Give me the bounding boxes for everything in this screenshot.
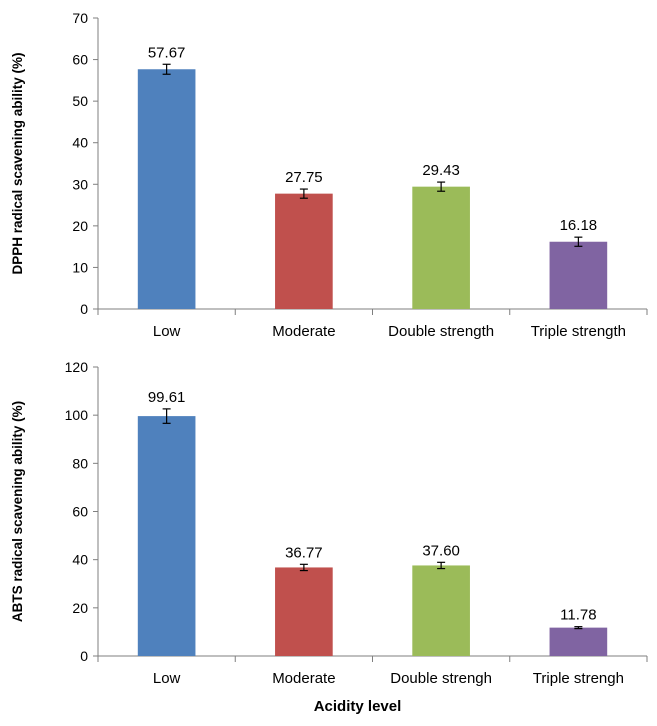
- category-label: Triple strength: [531, 323, 626, 340]
- bar-2: [275, 193, 333, 309]
- category-label: Double strengh: [390, 670, 492, 687]
- category-label: Double strength: [388, 323, 494, 340]
- y-tick-label: 70: [72, 10, 88, 26]
- y-tick-label: 0: [80, 301, 88, 317]
- y-tick-label: 0: [80, 648, 88, 664]
- y-tick-label: 60: [72, 504, 88, 520]
- category-label: Moderate: [272, 323, 335, 340]
- category-label: Low: [153, 323, 181, 340]
- data-label: 36.77: [285, 544, 323, 561]
- data-label: 11.78: [560, 607, 596, 624]
- bar-2: [275, 567, 333, 656]
- bar-3: [412, 186, 470, 309]
- data-label: 16.18: [560, 217, 598, 234]
- category-label: Moderate: [272, 670, 335, 687]
- y-axis-title: ABTS radical scavening ability (%): [10, 401, 25, 622]
- y-tick-label: 60: [72, 52, 88, 68]
- y-tick-label: 40: [72, 552, 88, 568]
- y-tick-label: 30: [72, 176, 88, 192]
- bar-4: [549, 627, 608, 656]
- data-label: 57.67: [148, 44, 186, 61]
- abts-chart-panel: 0 20 40 60 80 100 120 99.61 Low 36.77 Moderate 37.6…: [10, 359, 648, 715]
- y-tick-label: 50: [72, 93, 88, 109]
- bar-1: [137, 416, 196, 656]
- y-axis-title: DPPH radical scavening ability (%): [10, 52, 25, 274]
- bar-4: [549, 241, 608, 309]
- y-tick-label: 120: [65, 359, 89, 375]
- data-label: 27.75: [285, 169, 323, 186]
- dpph-chart-panel: 0 10 20 30 40 50 60 70 57.67 Low 27.75 Moderate 29.4…: [10, 10, 648, 340]
- y-tick-label: 20: [72, 218, 88, 234]
- y-tick-label: 40: [72, 135, 88, 151]
- category-label: Low: [153, 670, 181, 687]
- category-label: Triple strengh: [533, 670, 624, 687]
- bar-1: [137, 69, 196, 309]
- data-label: 37.60: [422, 542, 460, 559]
- y-tick-label: 100: [65, 407, 89, 423]
- y-tick-label: 80: [72, 455, 88, 471]
- bar-3: [412, 565, 470, 656]
- data-label: 99.61: [148, 389, 186, 406]
- x-axis-title: Acidity level: [314, 698, 402, 715]
- data-label: 29.43: [422, 162, 460, 179]
- y-tick-label: 20: [72, 600, 88, 616]
- y-tick-label: 10: [72, 259, 88, 275]
